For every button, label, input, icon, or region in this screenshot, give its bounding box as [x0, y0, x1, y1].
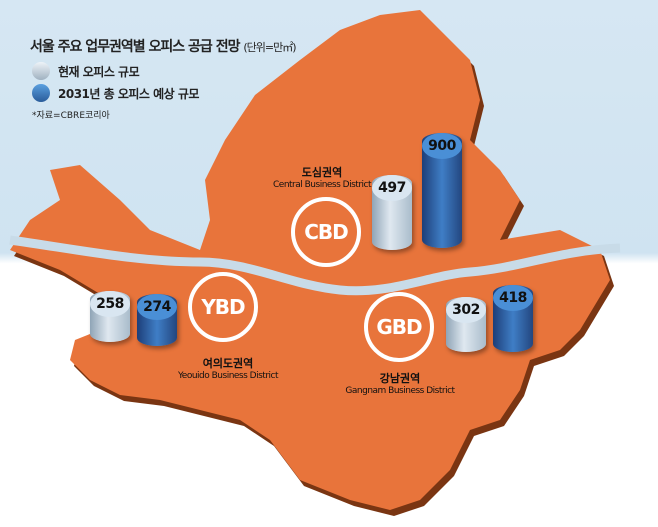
- chart-title: 서울 주요 업무권역별 오피스 공급 전망 (단위=만㎡): [30, 39, 297, 55]
- bar-value-label: 900: [422, 133, 462, 159]
- ybd-badge: YBD: [188, 272, 258, 342]
- legend-swatch-future: [32, 84, 50, 102]
- gbd-badge: GBD: [364, 292, 434, 362]
- bar-value-label: 274: [137, 293, 177, 320]
- gbd-current-bar: 302: [446, 296, 486, 352]
- ybd-label: 여의도권역 Yeouido Business District: [177, 357, 279, 381]
- legend-future: 2031년 총 오피스 예상 규모: [32, 84, 199, 102]
- bar-value-label: 258: [90, 291, 130, 318]
- legend-current: 현재 오피스 규모: [32, 62, 140, 80]
- bar-value-label: 302: [446, 296, 486, 323]
- source-note: *자료=CBRE코리아: [32, 111, 110, 121]
- gbd-future-bar: 418: [493, 285, 533, 352]
- bar-value-label: 418: [493, 285, 533, 312]
- gbd-label: 강남권역 Gangnam Business District: [345, 372, 455, 396]
- bar-value-label: 497: [372, 175, 412, 202]
- cbd-current-bar: 497: [372, 175, 412, 250]
- ybd-current-bar: 258: [90, 291, 130, 342]
- cbd-future-bar: 900: [422, 133, 462, 248]
- legend-swatch-current: [32, 62, 50, 80]
- ybd-future-bar: 274: [137, 293, 177, 346]
- cbd-badge: CBD: [291, 197, 361, 267]
- cbd-label: 도심권역 Central Business District: [272, 166, 372, 190]
- han-river: [9, 235, 621, 296]
